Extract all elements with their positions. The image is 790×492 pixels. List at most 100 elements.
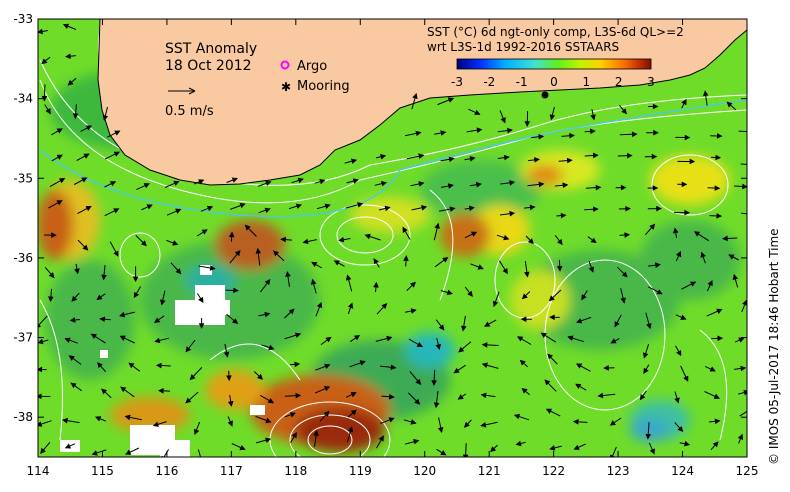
current-vector-head: [410, 308, 417, 314]
plot-frame: [37, 18, 748, 458]
colorbar-tick-label: -1: [516, 75, 528, 89]
current-vector-head: [82, 244, 89, 251]
current-vector-head: [244, 224, 251, 231]
current-vector-head: [172, 240, 179, 246]
current-vector-head: [99, 316, 106, 322]
current-vector-head: [388, 417, 395, 423]
current-vector: [739, 410, 747, 417]
legend-mooring: Mooring: [297, 79, 350, 94]
lat-tick-label: -36: [13, 251, 33, 265]
current-vector-head: [285, 270, 291, 278]
current-vector-head: [71, 295, 78, 302]
current-vector-head: [338, 236, 345, 243]
current-vector-head: [646, 323, 652, 330]
current-vector-head: [38, 338, 44, 345]
current-vector-head: [527, 238, 534, 245]
current-vector-head: [475, 181, 482, 188]
current-vector-head: [545, 408, 552, 414]
current-vector-head: [575, 363, 583, 369]
current-vector-head: [492, 300, 499, 308]
current-vector-head: [470, 231, 478, 237]
current-vector-head: [56, 200, 63, 206]
current-vector-head: [228, 231, 235, 238]
current-vector-head: [227, 400, 234, 407]
current-vector-head: [223, 351, 230, 358]
current-vector-head: [716, 133, 723, 139]
colorbar-tick-label: 3: [647, 75, 655, 89]
current-vector-head: [676, 349, 682, 357]
current-vector-head: [524, 121, 531, 127]
current-vector-head: [435, 343, 441, 350]
current-vector-head: [56, 128, 63, 134]
current-vector-head: [534, 157, 540, 163]
current-vector-head: [524, 271, 530, 278]
current-vector-head: [481, 362, 488, 369]
current-vector-head: [593, 206, 599, 213]
current-vector-head: [581, 294, 587, 301]
current-vector-head: [185, 346, 192, 353]
current-vector-head: [128, 362, 135, 369]
current-vector-head: [380, 154, 387, 160]
current-vector-head: [457, 394, 464, 400]
current-vector-head: [102, 114, 109, 121]
current-vector-head: [621, 108, 628, 115]
lon-tick-label: 119: [349, 464, 372, 478]
current-vector-head: [120, 386, 127, 393]
current-vector-head: [740, 365, 747, 372]
current-vector-head: [540, 332, 547, 338]
current-vector-head: [231, 177, 238, 183]
current-vector-head: [227, 420, 233, 427]
current-vector-head: [310, 278, 317, 285]
current-vector-head: [83, 153, 90, 159]
current-vector-head: [388, 393, 395, 400]
current-vector-head: [38, 421, 43, 427]
current-vector-head: [350, 409, 357, 416]
current-vector-head: [345, 274, 352, 281]
current-vector-head: [597, 392, 604, 399]
current-vector-head: [653, 129, 659, 136]
current-vector-head: [38, 366, 43, 373]
current-vector-head: [549, 114, 556, 121]
current-vector-head: [590, 128, 596, 135]
current-vector-head: [726, 101, 733, 108]
current-vector-head: [265, 180, 272, 187]
current-vector-head: [64, 53, 71, 60]
current-vector-head: [323, 386, 331, 392]
current-vector-head: [626, 152, 633, 159]
current-vector-head: [737, 433, 744, 440]
current-vector-head: [56, 154, 63, 160]
current-vector-head: [716, 308, 723, 314]
current-vector-head: [199, 459, 203, 463]
current-vector-head: [652, 103, 659, 110]
current-vector-head: [62, 417, 69, 424]
current-vector-head: [415, 130, 422, 137]
lon-tick-label: 124: [671, 464, 694, 478]
lat-tick-label: -34: [13, 92, 33, 106]
current-vector-head: [547, 353, 554, 360]
current-vector-head: [143, 183, 150, 189]
current-vector-head: [325, 336, 332, 343]
current-vector-head: [442, 257, 449, 263]
current-vector-head: [590, 114, 596, 121]
current-vector-head: [434, 222, 440, 229]
current-vector-head: [69, 317, 76, 323]
current-vector-head: [198, 296, 204, 304]
current-vector-head: [72, 113, 79, 120]
colorbar-tick-label: 0: [550, 75, 558, 89]
current-vector-head: [154, 337, 161, 344]
current-vector-head: [438, 324, 445, 331]
lon-tick-label: 121: [478, 464, 501, 478]
current-vector-head: [201, 229, 208, 235]
current-vector-head: [590, 237, 597, 244]
current-vector-head: [198, 179, 205, 185]
current-vector-head: [742, 183, 747, 190]
current-vector: [738, 130, 747, 133]
current-vector-head: [645, 433, 652, 440]
current-vector-head: [603, 365, 609, 371]
current-vector-head: [656, 289, 663, 295]
current-vector-head: [239, 202, 246, 209]
current-vector-head: [503, 234, 510, 241]
current-vector-head: [649, 448, 655, 455]
current-vector-head: [519, 359, 526, 366]
current-vector-head: [480, 392, 487, 399]
